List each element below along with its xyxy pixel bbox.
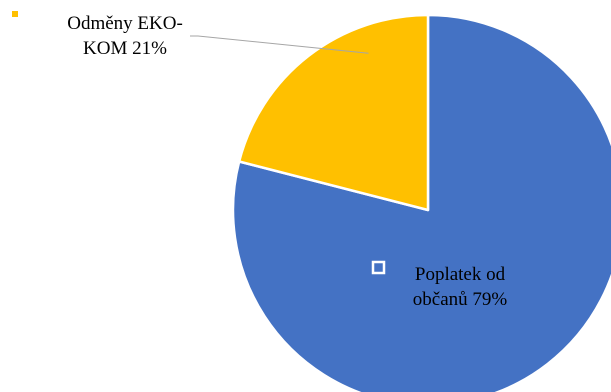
slice-label-poplatek-line-2: občanů 79% [412,289,508,310]
slice-label-odmeny-line-1: Odměny EKO- [67,13,183,34]
slice-label-poplatek-line-1: Poplatek od [414,264,506,285]
pie-slice-0 [231,13,611,392]
slice-label-poplatek: Poplatek od občanů 79% [385,262,535,312]
slice-label-odmeny: Odměny EKO- KOM 21% [40,11,210,61]
leader-line-odmeny [190,35,369,54]
slice-label-odmeny-line-2: KOM 21% [83,38,167,59]
legend-marker-poplatek [371,260,386,275]
pie-slice-1 [237,13,430,212]
legend-marker-odmeny [12,11,18,17]
